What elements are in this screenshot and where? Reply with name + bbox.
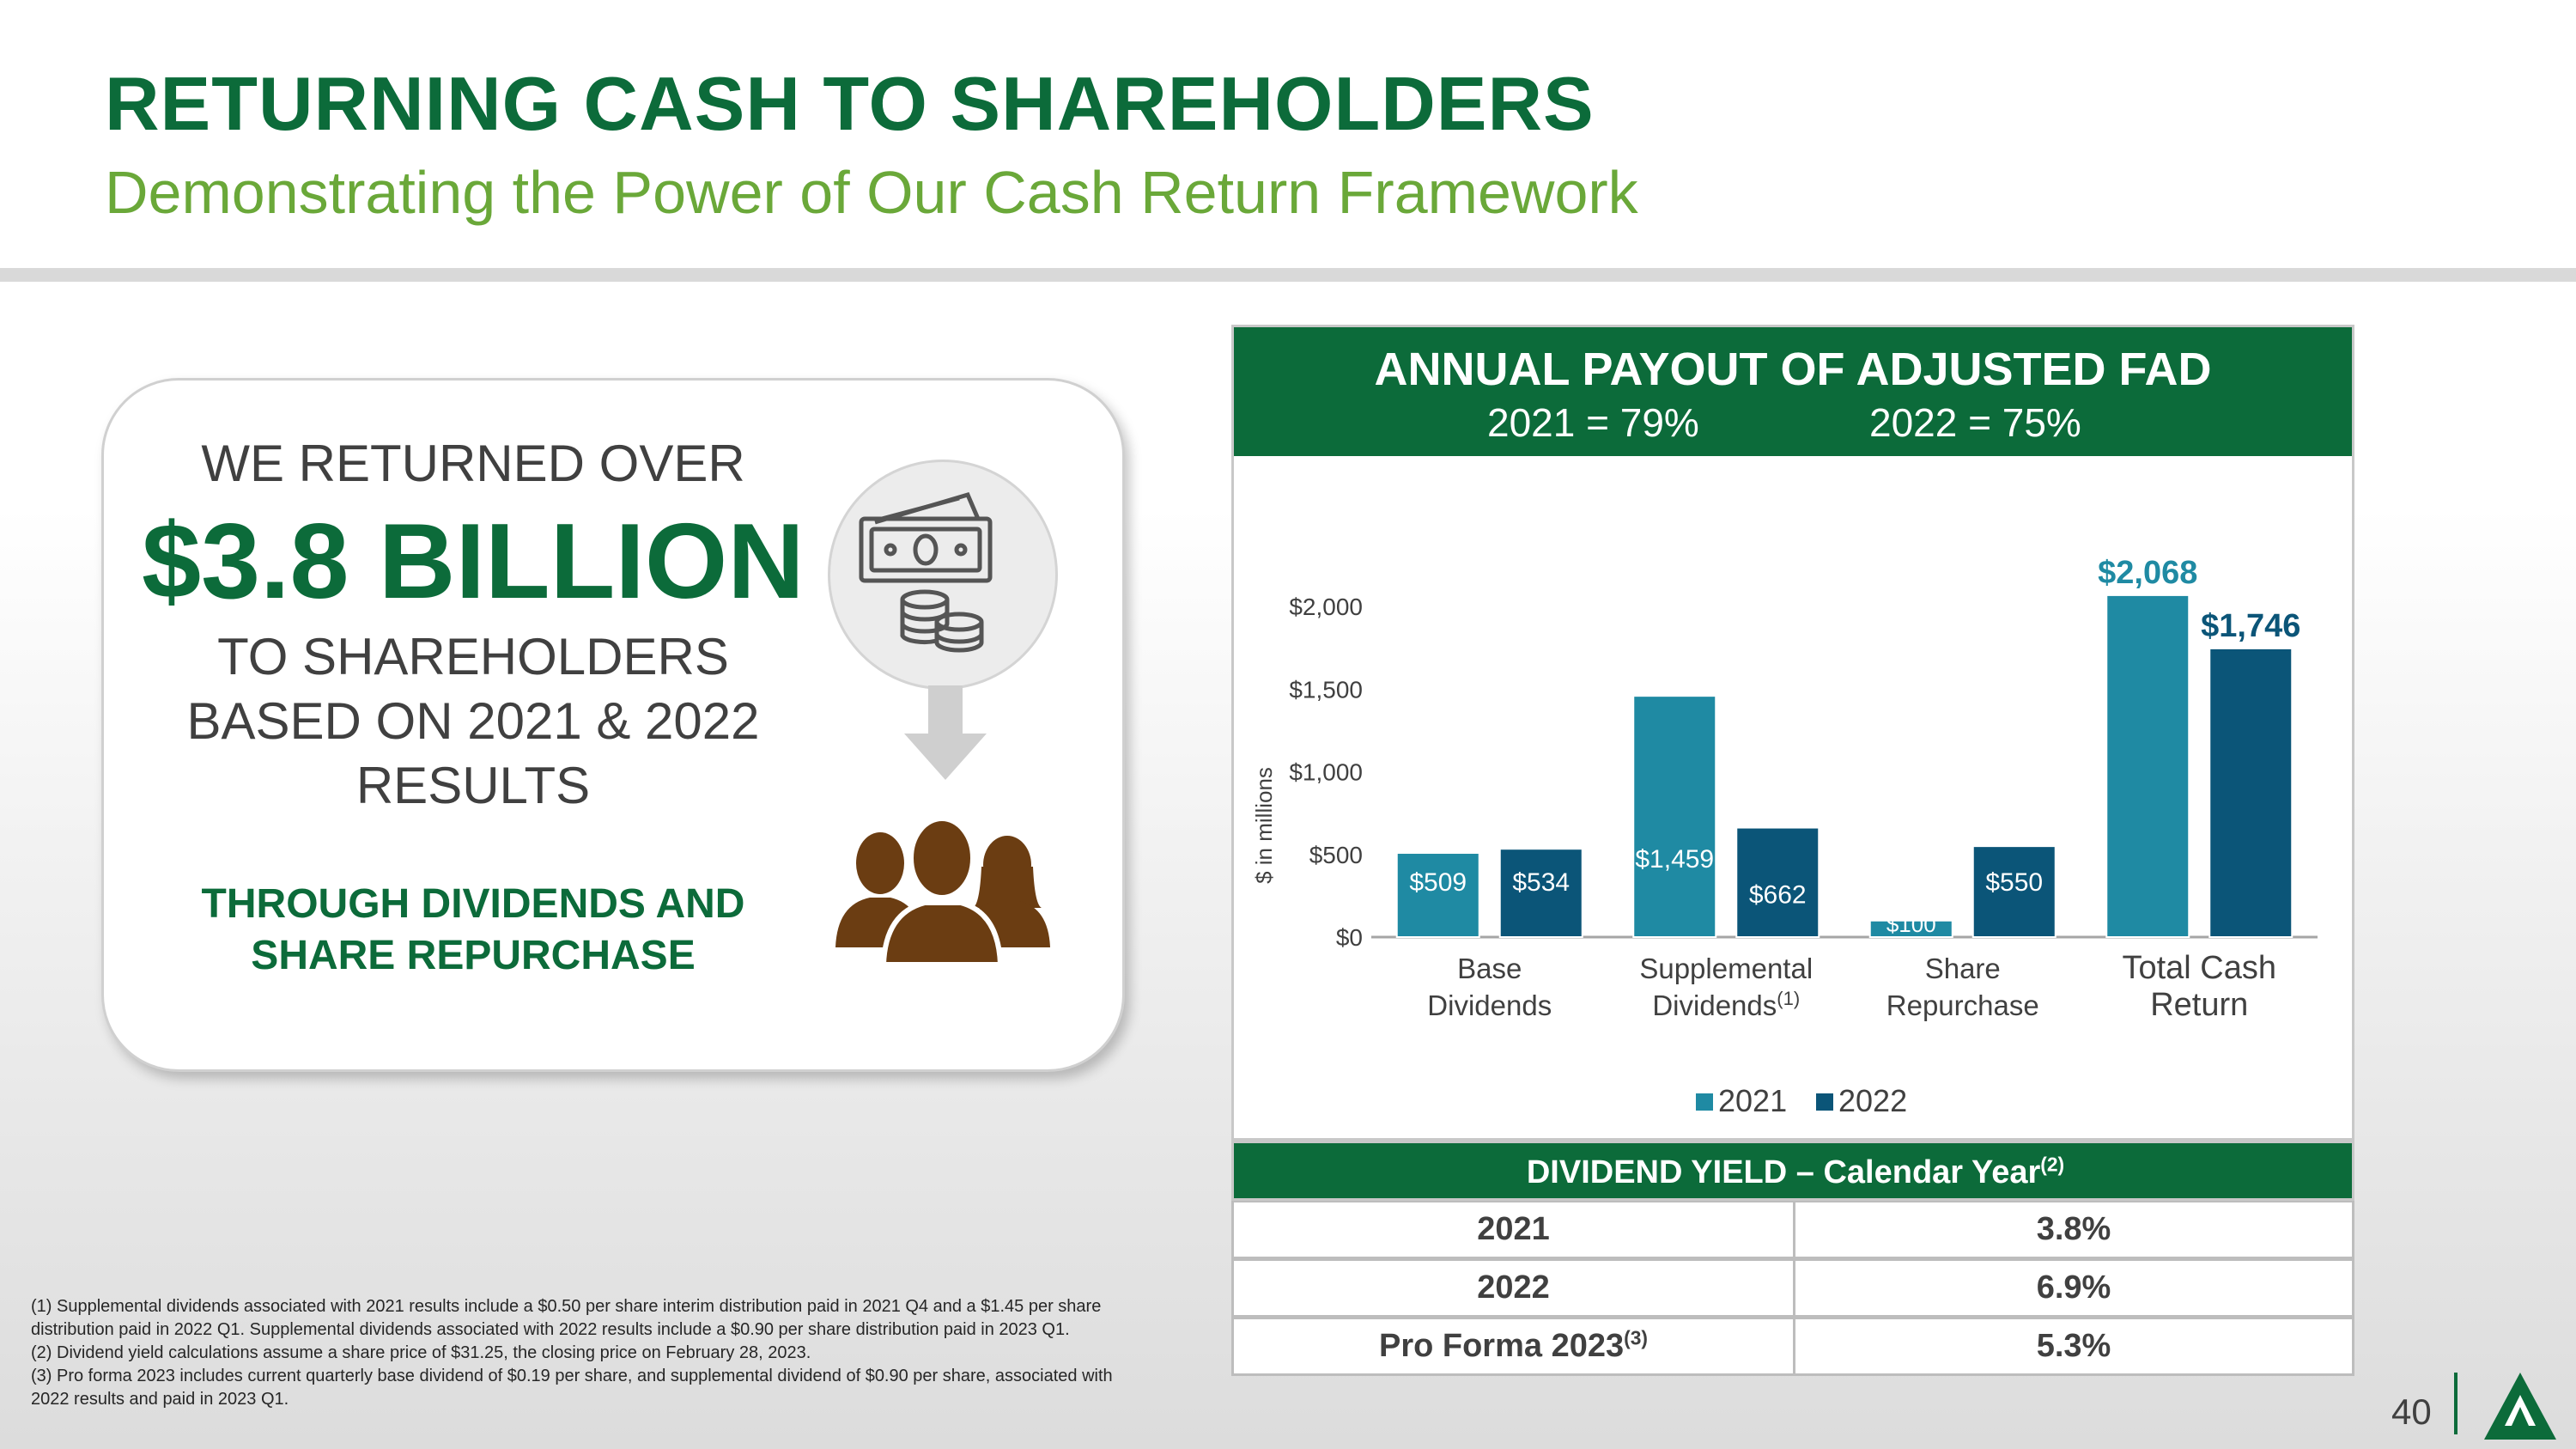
page-number: 40	[2391, 1391, 2432, 1432]
table-row: 2022 6.9%	[1231, 1259, 2354, 1318]
callout-method: THROUGH DIVIDENDS AND SHARE REPURCHASE	[104, 879, 842, 982]
data-label: $100	[1886, 911, 1936, 937]
x-tick-label: Repurchase	[1886, 989, 2039, 1021]
legend-label: 2022	[1838, 1083, 1907, 1118]
legend-swatch-2021	[1696, 1093, 1713, 1111]
bar-2022	[1735, 826, 1820, 938]
row-label: Pro Forma 2023(3)	[1234, 1319, 1795, 1373]
cash-return-callout: WE RETURNED OVER $3.8 BILLION TO SHAREHO…	[101, 378, 1125, 1072]
page-subtitle: Demonstrating the Power of Our Cash Retu…	[105, 159, 1638, 226]
table-row: 2021 3.8%	[1231, 1201, 2354, 1259]
y-axis-label: $ in millions	[1251, 767, 1277, 884]
footnote: (1) Supplemental dividends associated wi…	[31, 1297, 1102, 1339]
x-tick-superscript: (1)	[1777, 988, 1800, 1009]
table-header: DIVIDEND YIELD – Calendar Year(2)	[1231, 1141, 2354, 1201]
row-label-sup: (3)	[1624, 1326, 1648, 1349]
x-tick-label: Dividends(1)	[1652, 988, 1800, 1021]
bar-2022	[2208, 647, 2293, 939]
data-label: $662	[1749, 881, 1807, 910]
y-tick-label: $500	[1309, 842, 1363, 868]
y-tick-label: $1,500	[1289, 676, 1363, 703]
data-label: $1,459	[1635, 845, 1714, 874]
row-label-text: 2021	[1477, 1211, 1550, 1247]
callout-detail-line: TO SHAREHOLDERS	[217, 628, 729, 685]
table-title-sup: (2)	[2040, 1153, 2065, 1176]
table-title: DIVIDEND YIELD – Calendar Year(2)	[1234, 1154, 2357, 1191]
data-label: $534	[1512, 868, 1570, 897]
data-label: $550	[1985, 868, 2043, 897]
page-title: RETURNING CASH TO SHAREHOLDERS	[105, 61, 1595, 146]
callout-detail-line: BASED ON 2021 & 2022	[186, 692, 760, 750]
y-tick-label: $1,000	[1289, 759, 1363, 786]
chart-header: ANNUAL PAYOUT OF ADJUSTED FAD 2021 = 79%…	[1234, 327, 2352, 456]
table-row: Pro Forma 2023(3) 5.3%	[1231, 1318, 2354, 1376]
header: RETURNING CASH TO SHAREHOLDERS Demonstra…	[0, 0, 2576, 268]
bar-2021	[1395, 852, 1480, 938]
legend-label: 2021	[1718, 1083, 1787, 1118]
x-tick-label: Supplemental	[1639, 953, 1813, 984]
bar-chart: $0 $500 $1,000 $1,500 $2,000 $ in millions $50…	[1251, 555, 2318, 1118]
header-divider	[0, 268, 2576, 282]
row-value: 5.3%	[2036, 1328, 2111, 1364]
bar-2021	[2105, 594, 2190, 938]
data-label: $2,068	[2098, 555, 2197, 591]
legend-swatch-2022	[1816, 1093, 1833, 1111]
payout-chart-panel: ANNUAL PAYOUT OF ADJUSTED FAD 2021 = 79%…	[1231, 325, 2354, 1141]
row-value: 6.9%	[2036, 1269, 2111, 1306]
callout-detail-line: RESULTS	[355, 757, 591, 814]
x-tick-label: Base	[1457, 953, 1522, 984]
x-tick-label: Total Cash	[2122, 950, 2276, 986]
arrow-down-icon	[904, 685, 987, 784]
chart-title: ANNUAL PAYOUT OF ADJUSTED FAD	[1374, 344, 2212, 395]
callout-method-line: SHARE REPURCHASE	[251, 933, 696, 978]
callout-detail: TO SHAREHOLDERS BASED ON 2021 & 2022 RES…	[104, 624, 842, 818]
callout-intro: WE RETURNED OVER	[201, 435, 745, 492]
data-label: $1,746	[2201, 608, 2300, 644]
footnote: (3) Pro forma 2023 includes current quar…	[31, 1367, 1113, 1409]
bar-2021	[1632, 695, 1717, 938]
money-icon	[828, 460, 1058, 690]
y-tick-label: $0	[1336, 924, 1363, 951]
people-icon	[835, 816, 1050, 969]
row-label-text: 2022	[1477, 1269, 1550, 1306]
bar-2022	[1971, 845, 2057, 938]
row-value: 3.8%	[2036, 1211, 2111, 1247]
x-tick-label: Return	[2150, 987, 2248, 1023]
row-label: 2021	[1234, 1202, 1795, 1257]
footnote: (2) Dividend yield calculations assume a…	[31, 1343, 811, 1362]
bar-2021	[1868, 919, 1953, 938]
row-label: 2022	[1234, 1261, 1795, 1315]
x-tick-label: Dividends	[1427, 989, 1552, 1021]
company-logo-icon	[2484, 1373, 2556, 1444]
row-label-text: Pro Forma 2023	[1378, 1328, 1625, 1364]
data-label: $509	[1409, 868, 1467, 897]
payout-2021: 2021 = 79%	[1487, 400, 1699, 445]
callout-method-line: THROUGH DIVIDENDS AND	[201, 881, 745, 927]
dividend-yield-table: DIVIDEND YIELD – Calendar Year(2) 2021 3…	[1231, 1141, 2354, 1376]
y-tick-label: $2,000	[1289, 594, 1363, 620]
table-title-text: DIVIDEND YIELD – Calendar Year	[1526, 1154, 2041, 1190]
payout-2022: 2022 = 75%	[1869, 400, 2081, 445]
footnotes: (1) Supplemental dividends associated wi…	[31, 1295, 1113, 1411]
page-divider	[2454, 1373, 2458, 1434]
x-tick-label: Share	[1925, 953, 2001, 984]
bar-2022	[1498, 848, 1583, 938]
callout-amount: $3.8 BILLION	[142, 502, 805, 621]
